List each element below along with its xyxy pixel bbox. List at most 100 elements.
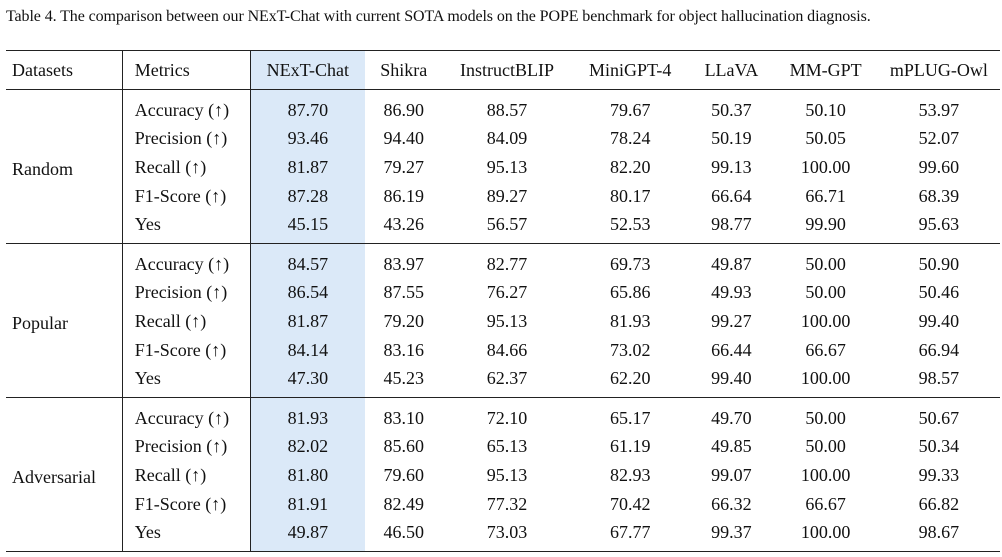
value-cell: 84.57 (249, 243, 365, 279)
header-mm-gpt: MM-GPT (789, 59, 862, 80)
value-cell: 99.60 (918, 156, 960, 177)
value-cell: 65.86 (609, 282, 651, 303)
value-cell: 79.20 (383, 310, 425, 331)
value-cell: 65.13 (486, 436, 528, 457)
value-cell: 56.57 (486, 214, 528, 235)
table-row: Adversarial Accuracy (↑) 81.93 83.10 72.10 65… (6, 397, 1000, 487)
value-cell: 87.28 (249, 181, 365, 211)
value-cell: 81.93 (249, 397, 365, 433)
value-cell: 49.87 (249, 518, 365, 552)
header-datasets: Datasets (12, 59, 73, 80)
value-cell: 50.10 (805, 99, 846, 120)
value-cell: 79.67 (609, 99, 651, 120)
value-cell: 50.34 (918, 436, 960, 457)
table-row: Yes 49.87 46.50 73.03 67.77 99.37 100.00 98.67 (6, 518, 1000, 552)
metric-name-cell: Recall (↑) (121, 307, 251, 336)
value-cell: 82.02 (249, 432, 365, 462)
header-instructblip: InstructBLIP (459, 59, 554, 80)
value-cell: 84.14 (249, 335, 365, 365)
table-row: F1-Score (↑) 87.28 86.19 89.27 80.17 66.64 66.… (6, 181, 1000, 211)
table-row: Recall (↑) 81.87 79.20 95.13 81.93 99.27 100.0… (6, 307, 1000, 336)
value-cell: 100.00 (800, 522, 851, 543)
value-cell: 66.94 (918, 339, 960, 360)
value-cell: 50.00 (805, 407, 846, 428)
dataset-group-adversarial: Adversarial Accuracy (↑) 81.93 83.10 72.10 65… (6, 397, 1000, 552)
metric-name-cell: Accuracy (↑) (121, 397, 251, 433)
value-cell: 72.10 (486, 407, 528, 428)
metric-name-cell: Yes (121, 364, 251, 398)
value-cell: 99.33 (918, 464, 960, 485)
header-llava: LLaVA (704, 59, 759, 80)
value-cell: 52.07 (918, 128, 960, 149)
table-row: Precision (↑) 86.54 87.55 76.27 65.86 49.93 50… (6, 278, 1000, 308)
value-cell: 99.27 (711, 310, 752, 331)
value-cell: 94.40 (383, 128, 425, 149)
value-cell: 82.77 (486, 253, 528, 274)
value-cell: 65.17 (609, 407, 651, 428)
metric-name-cell: Accuracy (↑) (121, 89, 251, 125)
value-cell: 49.87 (711, 253, 752, 274)
dataset-group-popular: Popular Accuracy (↑) 84.57 83.97 82.77 69.73 4… (6, 243, 1000, 398)
header-shikra: Shikra (380, 59, 428, 80)
dataset-name-cell: Adversarial (12, 466, 96, 487)
value-cell: 88.57 (486, 99, 528, 120)
metric-name-cell: F1-Score (↑) (121, 181, 251, 211)
value-cell: 79.27 (383, 156, 425, 177)
value-cell: 95.13 (486, 464, 528, 485)
table-row: Recall (↑) 81.87 79.27 95.13 82.20 99.13 100.0… (6, 153, 1000, 182)
value-cell: 99.40 (918, 310, 960, 331)
value-cell: 83.10 (383, 407, 425, 428)
value-cell: 47.30 (249, 364, 365, 398)
value-cell: 49.70 (711, 407, 752, 428)
value-cell: 50.19 (711, 128, 752, 149)
dataset-name-cell: Popular (12, 312, 68, 333)
value-cell: 49.93 (711, 282, 752, 303)
metric-name-cell: Precision (↑) (121, 124, 251, 154)
value-cell: 83.16 (383, 339, 425, 360)
value-cell: 68.39 (918, 185, 960, 206)
metric-name-cell: Precision (↑) (121, 278, 251, 308)
value-cell: 52.53 (609, 214, 651, 235)
value-cell: 86.90 (383, 99, 425, 120)
value-cell: 99.90 (805, 214, 846, 235)
value-cell: 73.02 (609, 339, 651, 360)
value-cell: 95.13 (486, 156, 528, 177)
value-cell: 100.00 (800, 464, 851, 485)
value-cell: 95.13 (486, 310, 528, 331)
table-row: Yes 45.15 43.26 56.57 52.53 98.77 99.90 95.63 (6, 210, 1000, 244)
table-row: F1-Score (↑) 81.91 82.49 77.32 70.42 66.32 66.… (6, 489, 1000, 519)
value-cell: 49.85 (711, 436, 752, 457)
table-row: Yes 47.30 45.23 62.37 62.20 99.40 100.00 98.57 (6, 364, 1000, 398)
metric-name-cell: F1-Score (↑) (121, 489, 251, 519)
metric-name-cell: Yes (121, 210, 251, 244)
value-cell: 78.24 (609, 128, 651, 149)
value-cell: 98.67 (918, 522, 960, 543)
value-cell: 66.67 (805, 493, 846, 514)
value-cell: 82.93 (609, 464, 651, 485)
value-cell: 81.80 (249, 461, 365, 490)
dataset-name-cell: Random (12, 158, 73, 179)
metric-name-cell: Accuracy (↑) (121, 243, 251, 279)
value-cell: 66.64 (711, 185, 752, 206)
table-caption: Table 4. The comparison between our NExT… (6, 8, 871, 25)
value-cell: 84.66 (486, 339, 528, 360)
value-cell: 95.63 (918, 214, 960, 235)
value-cell: 93.46 (249, 124, 365, 154)
dataset-group-random: Random Accuracy (↑) 87.70 86.90 88.57 79.67 50… (6, 89, 1000, 244)
value-cell: 45.15 (249, 210, 365, 244)
value-cell: 70.42 (609, 493, 651, 514)
value-cell: 62.37 (486, 368, 528, 389)
value-cell: 77.32 (486, 493, 528, 514)
metric-name-cell: Recall (↑) (121, 153, 251, 182)
value-cell: 82.49 (383, 493, 425, 514)
pope-results-table: Datasets Metrics NExT-Chat Shikra Instru… (6, 50, 1000, 552)
table-row: F1-Score (↑) 84.14 83.16 84.66 73.02 66.44 66.… (6, 335, 1000, 365)
value-cell: 98.77 (711, 214, 752, 235)
table-row: Precision (↑) 93.46 94.40 84.09 78.24 50.19 50… (6, 124, 1000, 154)
value-cell: 66.82 (918, 493, 960, 514)
metric-name-cell: F1-Score (↑) (121, 335, 251, 365)
table-row: Precision (↑) 82.02 85.60 65.13 61.19 49.85 50… (6, 432, 1000, 462)
value-cell: 99.37 (711, 522, 752, 543)
value-cell: 83.97 (383, 253, 425, 274)
value-cell: 50.67 (918, 407, 960, 428)
